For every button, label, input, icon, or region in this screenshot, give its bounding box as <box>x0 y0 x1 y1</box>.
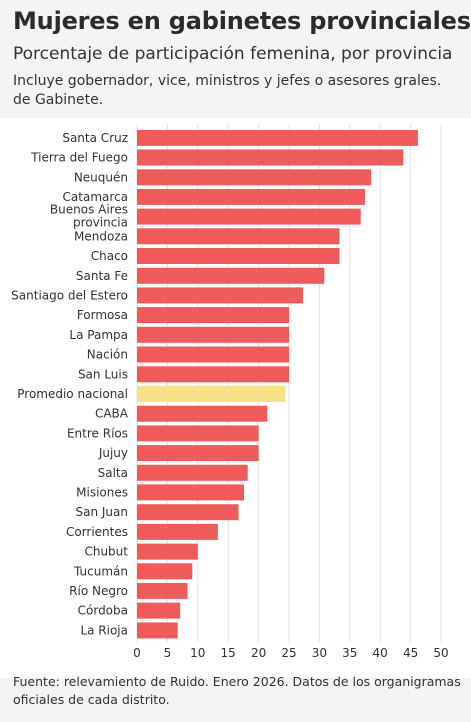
x-tick-label: 20 <box>251 646 266 660</box>
source-note: Fuente: relevamiento de Ruido. Enero 202… <box>13 674 461 707</box>
bar <box>137 188 365 205</box>
category-label: Buenos Aires provincia <box>50 203 128 230</box>
category-label: Tierra del Fuego <box>30 151 128 165</box>
category-label: Nación <box>87 348 128 362</box>
category-label: Córdoba <box>78 604 128 618</box>
category-label: CABA <box>95 407 129 421</box>
category-label: Río Negro <box>69 584 128 598</box>
category-label: Mendoza <box>74 229 128 243</box>
category-label: Chubut <box>84 545 128 559</box>
bar <box>137 366 289 383</box>
bar <box>137 326 289 343</box>
category-label: Formosa <box>77 308 128 322</box>
bar <box>137 248 340 264</box>
bar <box>137 346 289 363</box>
category-label: Neuquén <box>74 170 128 184</box>
x-tick-label: 15 <box>221 646 236 660</box>
x-tick-label: 45 <box>403 646 418 660</box>
category-label: Catamarca <box>63 190 128 204</box>
bar <box>137 307 289 324</box>
x-tick-label: 25 <box>281 646 296 660</box>
x-tick-label: 40 <box>373 646 388 660</box>
bar <box>137 543 198 560</box>
bar-chart-svg: Santa Cruz Tierra del Fuego Neuquén Catamar… <box>11 124 449 660</box>
bar <box>137 582 188 599</box>
category-label: La Rioja <box>80 623 128 637</box>
category-label: San Luis <box>78 367 128 381</box>
bar-chart: Santa Cruz Tierra del Fuego Neuquén Catamar… <box>0 118 471 678</box>
bar <box>137 563 193 580</box>
category-label: Salta <box>98 466 128 480</box>
chart-subtitle: Porcentaje de participación femenina, po… <box>13 44 453 64</box>
category-label: Santiago del Estero <box>11 288 128 302</box>
x-tick-label: 35 <box>342 646 357 660</box>
bar <box>137 425 259 442</box>
x-tick-label: 10 <box>190 646 205 660</box>
bar <box>137 405 268 422</box>
x-tick-label: 50 <box>433 646 448 660</box>
x-tick-label: 0 <box>133 646 141 660</box>
bar <box>137 287 303 304</box>
bar <box>137 208 361 225</box>
category-label: Santa Cruz <box>62 131 128 145</box>
x-tick-label: 30 <box>312 646 327 660</box>
category-label: Chaco <box>91 249 128 263</box>
bar <box>137 169 372 186</box>
bar <box>137 445 259 462</box>
x-tick-label: 5 <box>164 646 172 660</box>
bar <box>137 129 418 146</box>
category-label: Tucumán <box>73 564 128 578</box>
chart-note: Incluye gobernador, vice, ministros y je… <box>13 73 442 108</box>
category-label: La Pampa <box>69 328 128 342</box>
bar <box>137 523 218 540</box>
bar <box>137 622 178 639</box>
bar <box>137 464 248 481</box>
chart-title: Mujeres en gabinetes provinciales <box>13 7 471 35</box>
category-label: Misiones <box>76 485 128 499</box>
category-label: Jujuy <box>98 446 128 460</box>
bar <box>137 504 239 521</box>
bar <box>137 385 286 402</box>
bar <box>137 267 325 284</box>
category-label: Entre Ríos <box>67 426 128 440</box>
bar <box>137 602 181 619</box>
category-label: Promedio nacional <box>17 387 128 401</box>
bar <box>137 149 404 166</box>
bar <box>137 484 244 501</box>
category-label: Corrientes <box>66 525 128 539</box>
category-label: Santa Fe <box>76 269 128 283</box>
category-label: San Juan <box>76 505 129 519</box>
bar <box>137 228 340 245</box>
